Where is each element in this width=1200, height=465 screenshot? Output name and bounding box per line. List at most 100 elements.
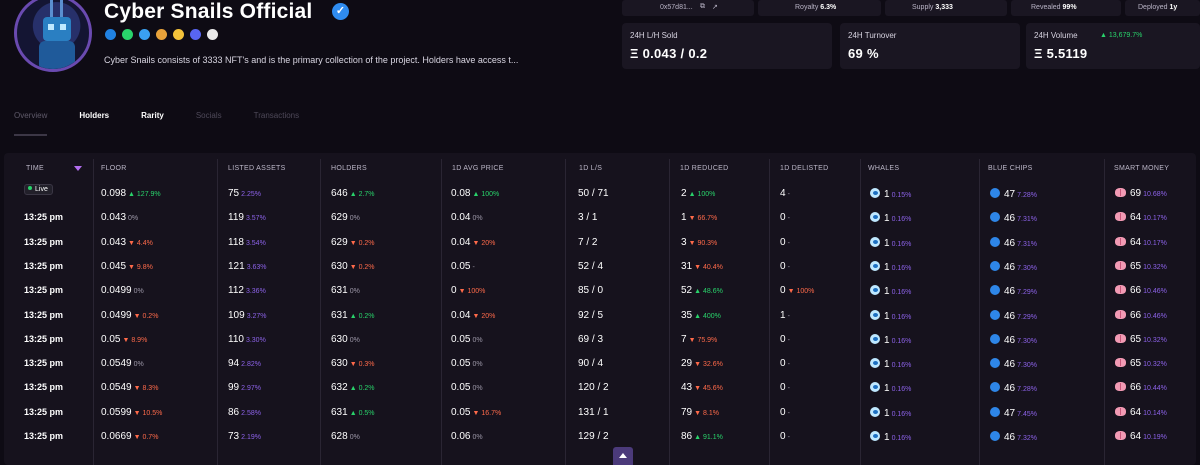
column-header-holders[interactable]: HOLDERS (331, 165, 367, 172)
tab-transactions[interactable]: Transactions (253, 111, 300, 120)
smart-money-percent: 10.68% (1143, 191, 1167, 198)
listed-value: 86 (228, 406, 240, 418)
coin-icon[interactable] (156, 29, 167, 40)
sort-desc-icon[interactable] (74, 166, 82, 171)
reduced-change-value: 32.6% (703, 361, 723, 369)
avg-price-change: ▼ 100% (458, 288, 486, 296)
reduced-change: ▲ 100% (688, 191, 716, 198)
listed-percent: 3.36% (245, 288, 266, 296)
cell-del: 0- (780, 261, 790, 272)
blue-chips-percent: 7.30% (1017, 337, 1037, 345)
cell-avg: 0 ▼ 100% (451, 285, 485, 296)
delisted-change: - (788, 410, 790, 417)
tab-holders[interactable]: Holders (79, 111, 110, 120)
column-header-whales[interactable]: WHALES (868, 165, 900, 172)
column-header-listed[interactable]: LISTED ASSETS (228, 165, 286, 172)
cell-listed: 99 2.97% (228, 382, 261, 393)
table-row[interactable]: 13:25 pm 0.05 ▼ 8.9% 110 3.30% 630 0% 0.05 0% 69 … (4, 327, 1196, 351)
brain-icon (1115, 382, 1126, 392)
external-link-icon[interactable]: ↗ (712, 4, 718, 11)
table-row[interactable]: 13:25 pm 0.0669 ▼ 0.7% 73 2.19% 628 0% 0.06 0% 12… (4, 424, 1196, 448)
verified-badge-icon: ✓ (332, 3, 349, 20)
opensea-icon[interactable] (105, 29, 116, 40)
avg-price-value: 0.05 (451, 260, 471, 272)
brain-icon (1115, 188, 1126, 197)
cell-smart: 64 10.19% (1115, 431, 1167, 442)
volume-change: ▲ 13,679.7% (1100, 32, 1143, 39)
reduced-value: 2 (681, 188, 687, 199)
copy-icon[interactable]: ⧉ (700, 3, 705, 10)
column-header-blue-chips[interactable]: BLUE CHIPS (988, 165, 1033, 172)
listed-value: 110 (228, 333, 244, 345)
cell-whales: 1 0.16% (870, 260, 911, 273)
table-row[interactable]: 13:25 pm 0.0599 ▼ 10.5% 86 2.58% 631 ▲ 0.5% 0.0… (4, 400, 1196, 424)
listed-value: 75 (228, 188, 240, 199)
cell-smart: 65 10.32% (1115, 358, 1167, 369)
table-row[interactable]: 13:25 pm 0.045 ▼ 9.8% 121 3.63% 630 ▼ 0.2% 0.05… (4, 254, 1196, 278)
blue-chips-percent: 7.30% (1017, 362, 1037, 370)
table-row[interactable]: 13:25 pm 0.0549 0% 94 2.82% 630 ▼ 0.3% 0.05 0% 90… (4, 351, 1196, 375)
avg-price-value: 0.05 (451, 406, 471, 418)
cell-ls: 3 / 1 (578, 212, 597, 223)
collapse-button[interactable] (613, 447, 633, 465)
cell-red: 3 ▼ 90.3% (681, 237, 717, 248)
table-row[interactable]: 13:25 pm 0.0499 ▼ 0.2% 109 3.27% 631 ▲ 0.2% 0.0… (4, 303, 1196, 327)
turnover-card: 24H Turnover 69 % (840, 23, 1020, 69)
reduced-value: 43 (681, 382, 693, 394)
column-header-ls[interactable]: 1D L/S (579, 165, 603, 172)
table-row[interactable]: 13:25 pm 0.043 ▼ 4.4% 118 3.54% 629 ▼ 0.2% 0.04… (4, 230, 1196, 254)
cell-avg: 0.06 0% (451, 431, 483, 442)
column-header-reduced[interactable]: 1D REDUCED (680, 165, 729, 172)
deployed-label: Deployed (1138, 4, 1168, 11)
cell-smart: 66 10.46% (1115, 309, 1167, 321)
cell-avg: 0.05 0% (451, 334, 483, 345)
globe-icon[interactable] (139, 29, 150, 40)
x2y2-icon[interactable] (207, 29, 218, 40)
column-header-floor[interactable]: FLOOR (101, 165, 127, 172)
contract-address: 0x57d81... (660, 4, 693, 11)
avg-price-change-value: 0% (472, 215, 483, 223)
table-row[interactable]: 13:25 pm 0.0499 0% 112 3.36% 631 0% 0 ▼ 100% 85 /… (4, 278, 1196, 302)
discord-icon[interactable] (190, 29, 201, 40)
table-row[interactable]: 13:25 pm 0.0549 ▼ 8.3% 99 2.97% 632 ▲ 0.2% 0.05… (4, 375, 1196, 399)
ls-value: 69 / 3 (578, 333, 604, 345)
brain-icon (1115, 333, 1126, 343)
cell-whales: 1 0.16% (870, 309, 911, 322)
blue-chips-percent: 7.28% (1017, 386, 1037, 394)
smart-money-percent: 10.32% (1143, 336, 1167, 344)
listed-value: 119 (228, 212, 244, 224)
avg-price-value: 0.05 (451, 333, 471, 345)
column-header-time[interactable]: TIME (26, 165, 44, 172)
whales-value: 1 (884, 310, 890, 322)
looksrare-icon[interactable] (173, 29, 184, 40)
deployed-value: 1y (1169, 4, 1178, 11)
cell-chips: 47 7.45% (990, 406, 1037, 419)
tab-overview[interactable]: Overview (14, 111, 48, 136)
cell-del: 0- (780, 431, 790, 442)
column-header-delisted[interactable]: 1D DELISTED (780, 165, 829, 172)
cell-del: 0- (780, 212, 790, 223)
column-header-smart-money[interactable]: SMART MONEY (1114, 165, 1170, 172)
contract-address-box[interactable]: 0x57d81... ⧉ ↗ (622, 0, 754, 16)
cell-listed: 94 2.82% (228, 358, 261, 369)
cell-time: 13:25 pm (24, 358, 63, 369)
floor-value: 0.0549 (101, 358, 132, 370)
listed-percent: 3.54% (245, 239, 266, 247)
floor-change: ▼ 4.4% (128, 239, 153, 247)
listed-value: 121 (228, 260, 245, 272)
floor-change-value: 0% (133, 361, 144, 369)
listed-percent: 3.57% (245, 215, 266, 223)
delisted-change: - (788, 385, 790, 392)
avg-price-value: 0.06 (451, 431, 471, 442)
whales-value: 1 (884, 407, 890, 419)
tab-socials[interactable]: Socials (195, 111, 222, 120)
listed-percent: 2.25% (241, 191, 261, 198)
column-header-avg-price[interactable]: 1D AVG PRICE (452, 165, 504, 172)
table-row[interactable]: Live 0.098 ▲ 127.9% 75 2.25% 646 ▲ 2.7% 0.08 ▲ 1… (4, 181, 1196, 205)
whales-percent: 0.15% (891, 192, 912, 199)
cell-smart: 64 10.14% (1115, 406, 1167, 418)
wifi-icon[interactable] (122, 29, 133, 40)
tab-rarity[interactable]: Rarity (141, 111, 164, 120)
blue-chip-icon (990, 260, 1000, 271)
